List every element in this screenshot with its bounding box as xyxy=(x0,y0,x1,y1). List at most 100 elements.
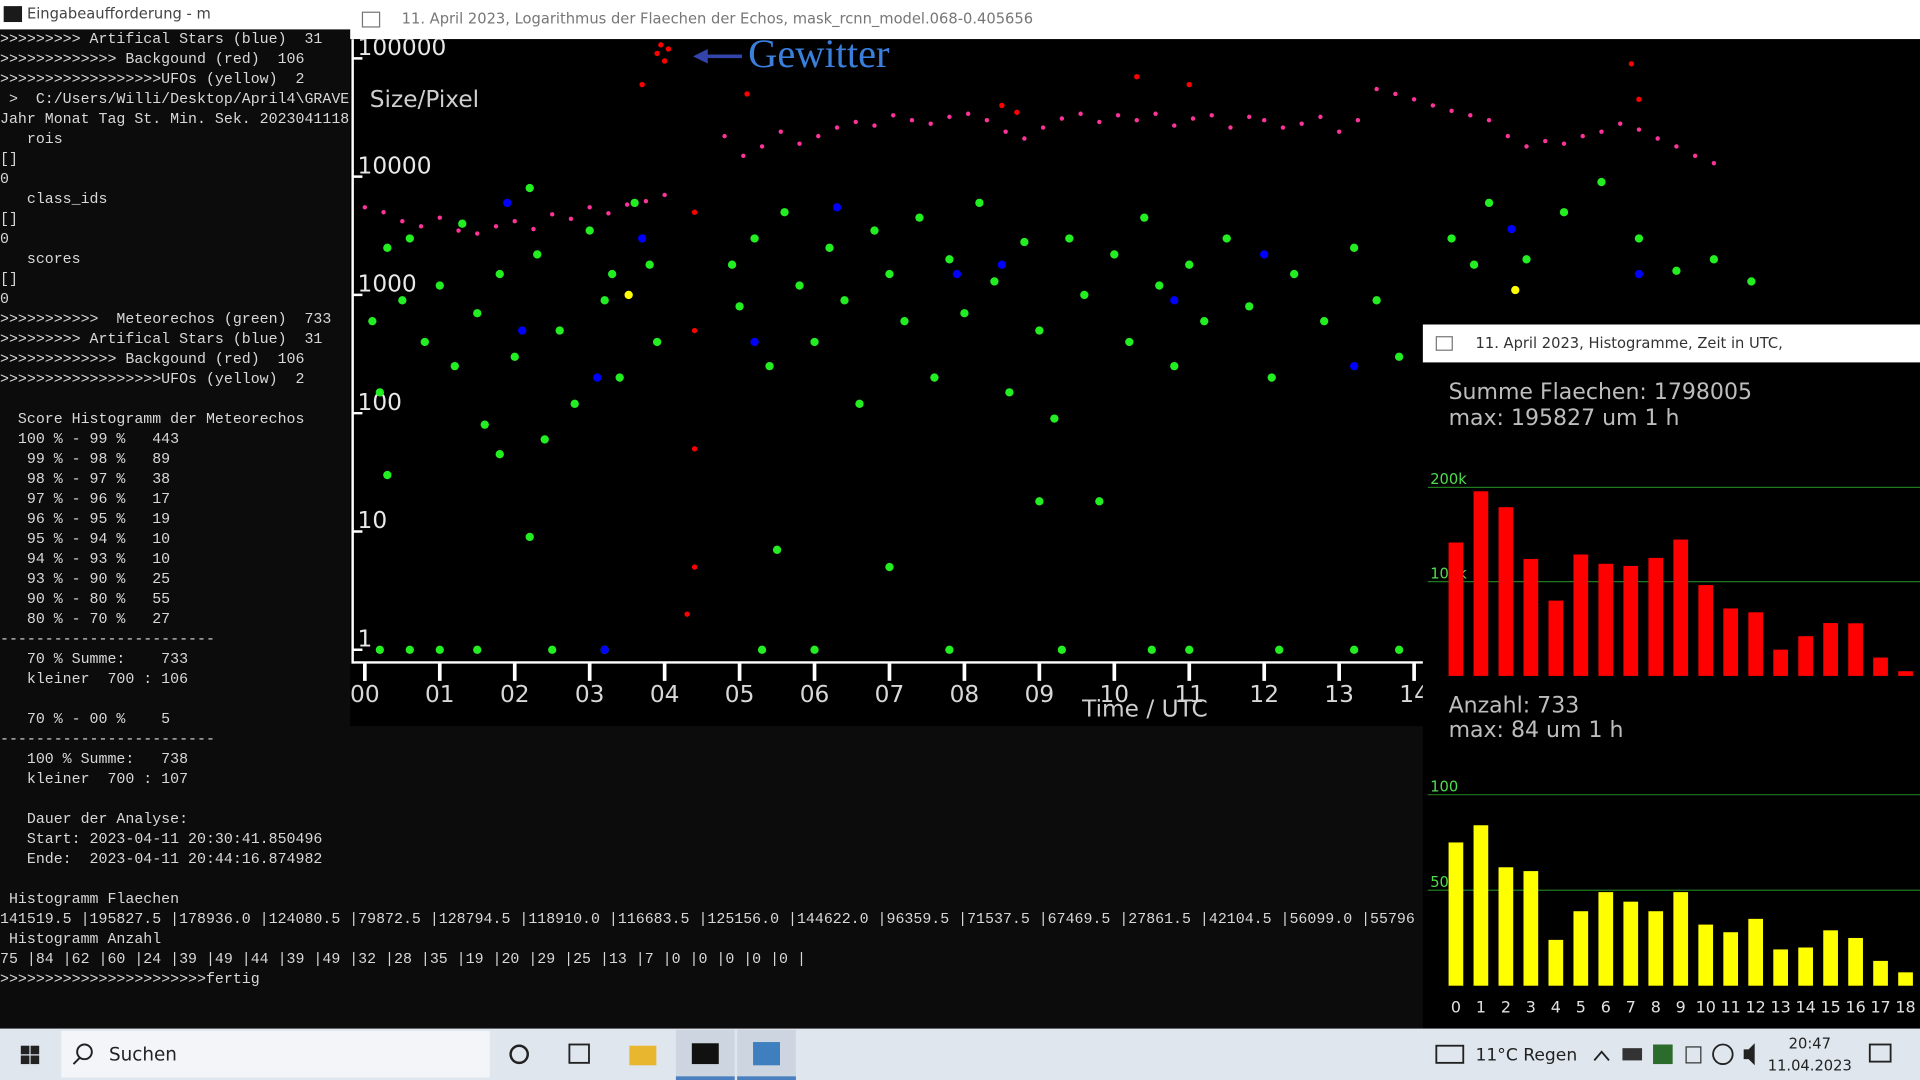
bar xyxy=(1898,671,1913,676)
clock-time[interactable]: 20:47 xyxy=(1789,1035,1831,1052)
x-tick-label: 9 xyxy=(1676,997,1686,1016)
data-point xyxy=(1260,250,1269,259)
data-point xyxy=(585,226,594,235)
bar xyxy=(1573,554,1589,676)
bar xyxy=(1448,842,1464,986)
data-point xyxy=(891,113,896,118)
data-point xyxy=(540,435,549,444)
task-view-button[interactable] xyxy=(568,1043,590,1064)
data-point xyxy=(568,216,574,222)
bar xyxy=(1598,563,1614,676)
x-tick-label: 12 xyxy=(1249,681,1279,708)
bar xyxy=(1698,585,1714,676)
data-point xyxy=(1599,129,1604,134)
bar xyxy=(1723,932,1739,986)
data-point xyxy=(1005,388,1014,397)
bar xyxy=(1648,557,1664,676)
x-tick-label: 6 xyxy=(1601,997,1611,1016)
x-tick-label: 11 xyxy=(1174,681,1204,708)
data-point xyxy=(643,198,649,204)
tray-expand[interactable] xyxy=(1593,1050,1610,1062)
data-point xyxy=(1290,269,1299,279)
bar xyxy=(1523,871,1539,986)
console-line: 0 xyxy=(0,172,9,188)
data-point xyxy=(637,234,647,243)
network-icon[interactable] xyxy=(1712,1043,1734,1065)
data-point xyxy=(684,611,690,617)
data-point xyxy=(570,399,579,408)
data-point xyxy=(362,205,368,210)
data-point xyxy=(1140,213,1149,222)
data-point xyxy=(405,234,414,243)
bar xyxy=(1623,565,1639,676)
data-point xyxy=(1299,121,1304,126)
search-box[interactable] xyxy=(61,1031,490,1078)
data-point xyxy=(947,114,952,120)
x-tick-label: 10 xyxy=(1100,681,1130,708)
tray-icon[interactable] xyxy=(1622,1048,1643,1061)
data-point xyxy=(816,133,821,139)
x-tick-label: 18 xyxy=(1895,997,1915,1016)
data-point xyxy=(997,260,1007,269)
taskbar: Suchen 11°C Regen 20:47 11.04.2023 xyxy=(0,1028,1920,1080)
data-point xyxy=(691,327,698,334)
start-button[interactable] xyxy=(20,1045,40,1065)
x-tick-label: 12 xyxy=(1746,997,1766,1016)
data-point xyxy=(928,121,933,126)
data-point xyxy=(1711,160,1717,166)
x-tick-label: 03 xyxy=(575,681,605,708)
notification-button[interactable] xyxy=(1868,1043,1892,1063)
data-point xyxy=(1247,114,1252,120)
data-point xyxy=(1147,645,1156,654)
bar xyxy=(1798,947,1813,986)
console-line: scores xyxy=(0,252,81,268)
console-line: >>>>>>>>>>>>>>>>>>UFOs (yellow) 2 xyxy=(0,72,304,88)
tray-icon[interactable] xyxy=(1685,1046,1702,1064)
data-point xyxy=(1275,645,1284,654)
console-line: [] xyxy=(0,152,18,168)
data-point xyxy=(456,228,461,233)
data-point xyxy=(1280,125,1286,130)
console-line: Score Histogramm der Meteorechos xyxy=(0,412,304,428)
cortana-button[interactable] xyxy=(509,1044,529,1065)
annotation: Gewitter xyxy=(748,31,890,76)
console-line: [] xyxy=(0,272,18,288)
data-point xyxy=(810,337,819,347)
x-tick-label: 0 xyxy=(1451,997,1461,1016)
console-line: 70 % Summe: 733 xyxy=(0,652,188,668)
data-point xyxy=(759,144,765,149)
data-point xyxy=(1134,73,1140,80)
data-point xyxy=(1190,116,1196,121)
data-point xyxy=(930,373,939,382)
data-point xyxy=(999,102,1005,109)
console-line: 97 % - 96 % 17 xyxy=(0,492,170,508)
x-tick-label: 15 xyxy=(1820,997,1840,1016)
data-point xyxy=(1372,296,1381,305)
data-point xyxy=(533,250,542,259)
scatter-titlebar[interactable] xyxy=(350,0,1920,40)
data-point xyxy=(691,564,698,570)
tray-icon[interactable] xyxy=(1653,1044,1673,1065)
console-titlebar[interactable] xyxy=(0,0,356,30)
y-tick-label: 50 xyxy=(1430,874,1449,891)
console-line: Histogramm Flaechen xyxy=(0,892,179,908)
data-point xyxy=(872,123,877,128)
console-line: >>>>>>>>>>>>> Backgound (red) 106 xyxy=(0,52,304,68)
console-line: Dauer der Analyse: xyxy=(0,812,188,828)
data-point xyxy=(1209,113,1214,118)
data-point xyxy=(518,326,527,335)
clock-date[interactable]: 11.04.2023 xyxy=(1768,1058,1852,1075)
volume-icon[interactable] xyxy=(1743,1043,1755,1066)
bar xyxy=(1548,600,1564,676)
explorer-button[interactable] xyxy=(629,1045,657,1066)
data-point xyxy=(418,224,424,229)
bar xyxy=(1648,911,1664,986)
x-tick-label: 4 xyxy=(1551,997,1561,1016)
histogram-titlebar[interactable] xyxy=(1422,324,1920,363)
console-line: 100 % - 99 % 443 xyxy=(0,432,179,448)
data-point xyxy=(420,337,429,347)
weather-icon[interactable] xyxy=(1435,1044,1465,1064)
data-point xyxy=(840,296,849,305)
